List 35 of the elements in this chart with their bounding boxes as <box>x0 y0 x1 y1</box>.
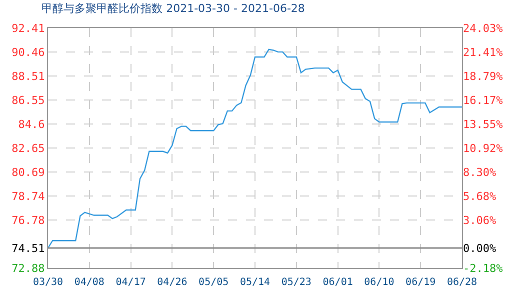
y2-tick-label: 10.92% <box>463 142 504 155</box>
y-tick-label: 78.74 <box>12 190 46 203</box>
x-tick-label: 05/14 <box>240 277 270 288</box>
y2-tick-label: 18.79% <box>463 70 504 83</box>
y2-tick-label: 13.55% <box>463 118 504 131</box>
y2-tick-label: 24.03% <box>463 22 504 35</box>
x-tick-label: 04/26 <box>157 277 188 288</box>
y2-tick-label: 3.06% <box>463 214 496 227</box>
x-tick-label: 03/30 <box>32 277 64 288</box>
y-tick-label: 72.88 <box>12 262 45 275</box>
y2-tick-label: 8.30% <box>463 166 496 179</box>
y2-tick-label: -2.18% <box>463 262 504 275</box>
line-series <box>48 48 462 249</box>
chart-title: 甲醇与多聚甲醛比价指数 2021-03-30 - 2021-06-28 <box>42 2 305 16</box>
y2-tick-label: 0.00% <box>463 242 496 255</box>
y-tick-label: 90.46 <box>12 46 45 59</box>
y-tick-label: 86.55 <box>12 94 45 107</box>
y-tick-label: 92.41 <box>12 22 45 35</box>
x-tick-label: 05/23 <box>281 277 312 288</box>
y2-tick-label: 5.68% <box>463 190 496 203</box>
x-tick-label: 06/19 <box>406 277 436 288</box>
y-tick-label: 76.78 <box>12 214 45 227</box>
x-tick-label: 05/05 <box>198 277 229 288</box>
y-tick-label: 74.51 <box>12 242 45 255</box>
y-tick-label: 82.65 <box>12 142 45 155</box>
x-tick-label: 06/01 <box>322 277 353 288</box>
x-tick-label: 04/08 <box>74 277 104 288</box>
y-tick-label: 84.6 <box>18 118 45 131</box>
x-tick-label: 04/17 <box>116 277 146 288</box>
x-tick-label: 06/28 <box>446 277 478 288</box>
y2-tick-label: 16.17% <box>463 94 504 107</box>
x-tick-label: 06/10 <box>364 277 394 288</box>
y-tick-label: 80.69 <box>12 166 45 179</box>
y2-tick-label: 21.41% <box>463 46 504 59</box>
y-tick-label: 88.51 <box>12 70 45 83</box>
